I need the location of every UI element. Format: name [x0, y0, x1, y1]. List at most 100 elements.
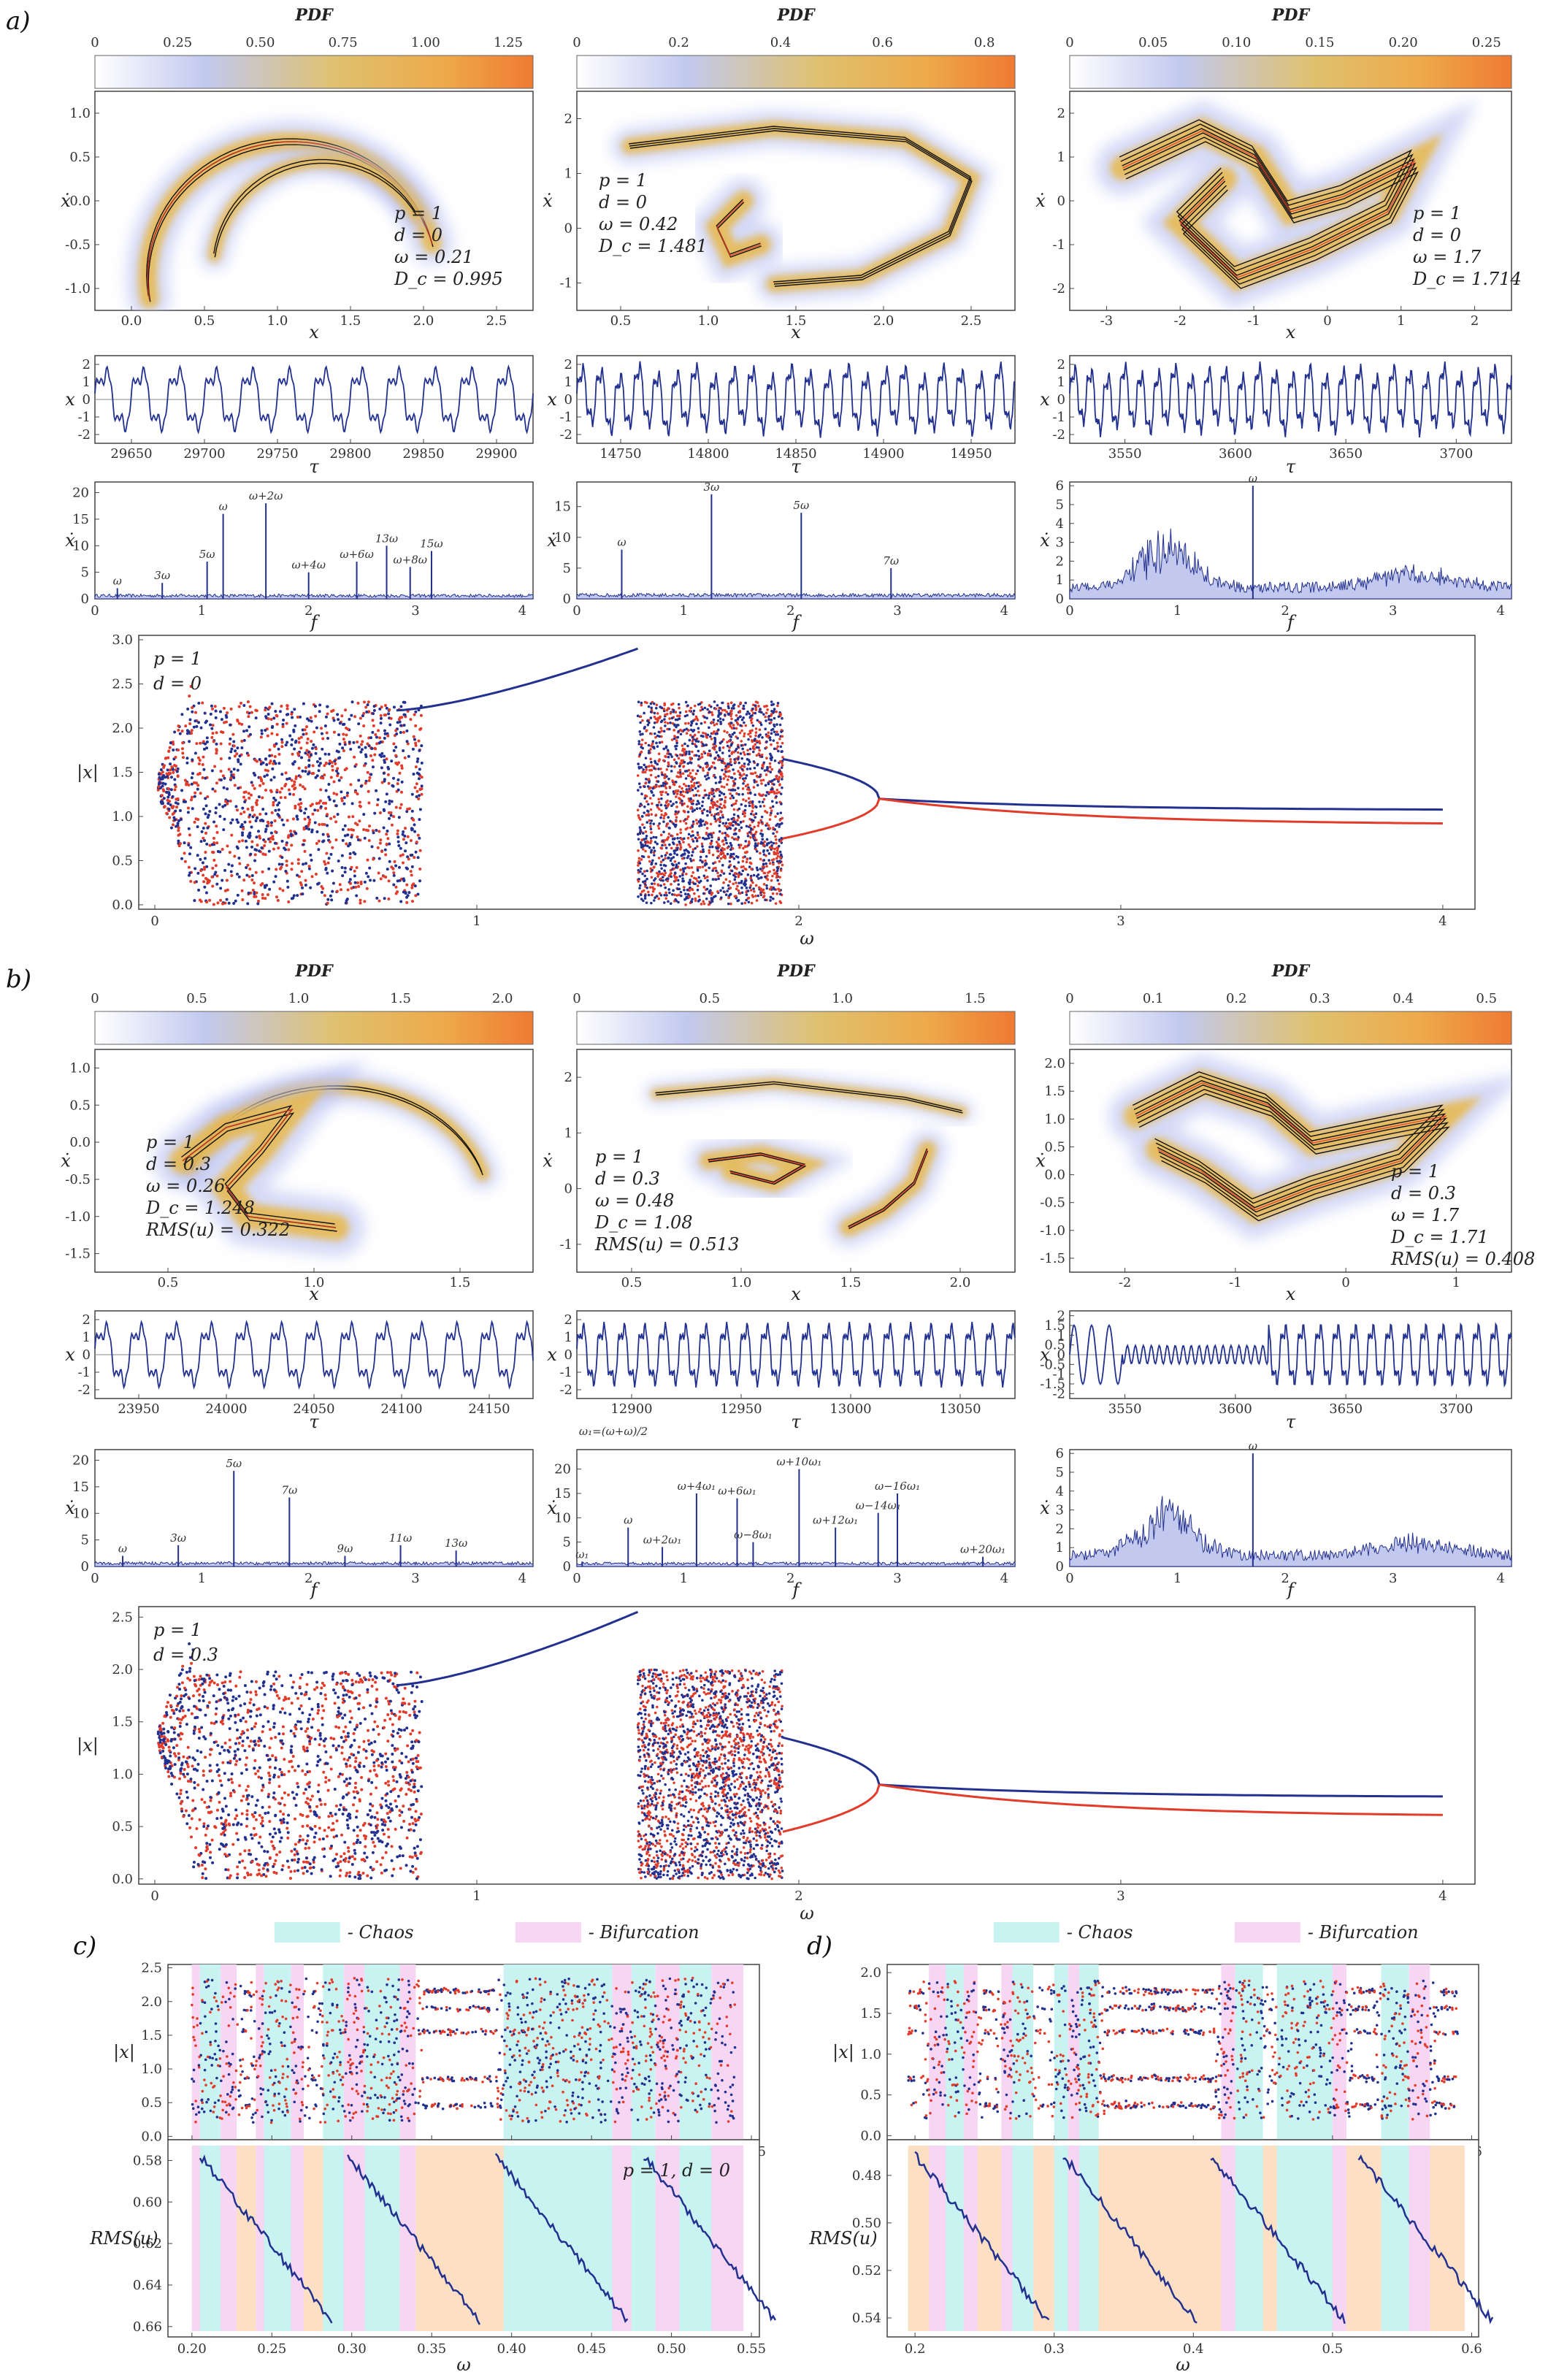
bifurcation-point	[307, 772, 310, 776]
bifurcation-point	[730, 817, 733, 821]
bifurcation-point	[413, 1699, 417, 1703]
bifurcation-point	[652, 726, 656, 729]
x-tick-label: 24150	[468, 1401, 510, 1417]
bifurcation-point	[313, 705, 317, 708]
bifurcation-point	[275, 789, 279, 792]
bifurcation-point	[299, 809, 303, 813]
y-tick-label: 2	[1057, 1309, 1065, 1324]
bifurcation-point	[765, 719, 767, 722]
bifurcation-point	[708, 836, 710, 840]
bifurcation-point	[258, 784, 262, 787]
bifurcation-point	[761, 838, 765, 841]
bifurcation-point	[392, 1867, 396, 1871]
bifurcation-point	[307, 816, 310, 819]
bifurcation-point	[743, 743, 747, 746]
bifurcation-point	[234, 1808, 238, 1812]
bifurcation-point	[399, 803, 403, 806]
bifurcation-point	[197, 762, 201, 766]
bifurcation-point	[657, 752, 661, 756]
x-tick-label: 2	[786, 1571, 794, 1586]
bifurcation-point	[334, 804, 338, 808]
bifurcation-point	[775, 849, 779, 852]
bifurcation-point	[725, 783, 729, 787]
bifurcation-point	[414, 710, 418, 713]
bifurcation-point	[666, 752, 669, 755]
bifurcation-point	[765, 811, 769, 814]
bifurcation-point	[714, 745, 718, 748]
bifurcation-point	[658, 892, 662, 895]
bifurcation-point	[754, 838, 756, 842]
bifurcation-point	[327, 1826, 331, 1829]
bifurcation-point	[775, 777, 778, 781]
bifurcation-point	[694, 897, 697, 900]
bifurcation-point	[248, 796, 251, 800]
bifurcation-point	[651, 882, 654, 885]
bifurcation-point	[769, 899, 772, 902]
bifurcation-point	[778, 882, 781, 886]
bifurcation-point	[738, 731, 742, 735]
bifurcation-point	[379, 838, 383, 842]
bifurcation-point	[178, 1777, 182, 1780]
bifurcation-point	[258, 849, 261, 853]
bifurcation-point	[769, 738, 772, 741]
x-tick-label: 3700	[1439, 446, 1473, 462]
bifurcation-point	[739, 843, 743, 847]
bifurcation-point	[664, 721, 667, 724]
bifurcation-point	[763, 769, 767, 772]
bifurcation-point	[412, 772, 415, 776]
bifurcation-point	[345, 1793, 348, 1797]
bifurcation-point	[700, 722, 703, 725]
bifurcation-point	[336, 713, 340, 716]
bifurcation-point	[779, 892, 782, 896]
bifurcation-point	[343, 866, 347, 870]
bifurcation-point	[694, 793, 698, 797]
x-tick-label: 4	[518, 1571, 526, 1586]
bifurcation-point	[652, 702, 656, 705]
bifurcation-point	[755, 739, 759, 743]
bifurcation-point	[643, 770, 647, 774]
bifurcation-point	[246, 863, 250, 867]
bifurcation-point	[692, 729, 696, 732]
bifurcation-point	[264, 827, 268, 831]
y-tick-label: 0.0	[112, 898, 133, 913]
bifurcation-point	[667, 816, 670, 819]
bifurcation-point	[348, 717, 351, 721]
bifurcation-point	[269, 821, 273, 824]
colorbar-tick-label: 0.5	[1476, 991, 1497, 1006]
bifurcation-point	[256, 843, 259, 847]
y-axis-label: x	[1040, 389, 1050, 410]
bifurcation-point	[677, 900, 680, 904]
bifurcation-point	[671, 779, 674, 782]
bifurcation-point	[657, 857, 661, 860]
bifurcation-point	[219, 898, 223, 902]
bifurcation-point	[729, 852, 733, 856]
bifurcation-point	[274, 808, 277, 812]
parameter-annotation: p = 1	[146, 1132, 194, 1152]
bifurcation-point	[768, 736, 772, 739]
x-tick-label: -1	[1247, 313, 1260, 329]
bifurcation-point	[732, 772, 736, 776]
bifurcation-point	[210, 1838, 214, 1842]
bifurcation-point	[670, 716, 674, 720]
bifurcation-point	[641, 732, 644, 735]
bifurcation-point	[741, 747, 744, 751]
bifurcation-point	[202, 827, 205, 830]
bifurcation-point	[296, 1782, 299, 1786]
panel-label-c: c)	[73, 1932, 96, 1961]
bifurcation-point	[645, 821, 649, 824]
bifurcation-point	[690, 780, 693, 784]
bifurcation-point	[254, 1857, 258, 1861]
bifurcation-point	[213, 765, 217, 768]
bifurcation-point	[157, 773, 161, 776]
bifurcation-point	[751, 895, 755, 898]
bifurcation-point	[254, 1804, 258, 1807]
bifurcation-point	[670, 770, 673, 773]
bifurcation-point	[310, 1794, 314, 1798]
bifurcation-point	[729, 735, 733, 738]
bifurcation-point	[366, 858, 369, 862]
y-tick-label: 0.5	[1044, 1139, 1065, 1155]
bifurcation-point	[684, 752, 688, 756]
bifurcation-point	[667, 763, 670, 767]
bifurcation-point	[755, 806, 758, 809]
bifurcation-point	[686, 704, 689, 707]
